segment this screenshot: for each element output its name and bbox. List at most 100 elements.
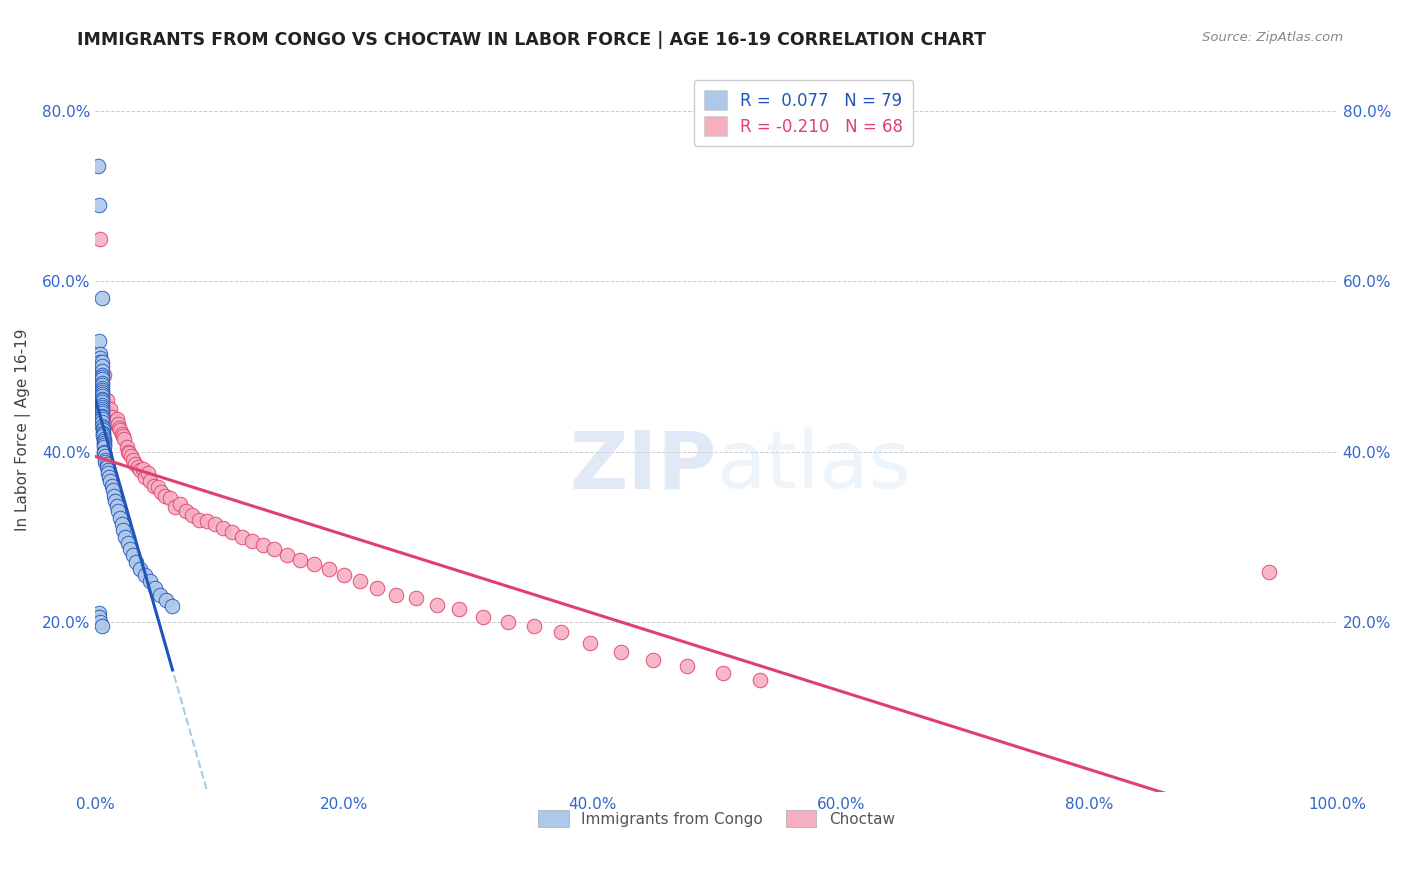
Point: [405, 591, 427, 605]
Point: [121, 453, 143, 467]
Point: [136, 466, 159, 480]
Point: [90, 291, 112, 305]
Point: [104, 415, 127, 429]
Point: [153, 489, 176, 503]
Point: [89, 346, 111, 360]
Point: [100, 475, 122, 489]
Point: [94, 449, 117, 463]
Point: [90, 376, 112, 391]
Text: Source: ZipAtlas.com: Source: ZipAtlas.com: [1202, 31, 1343, 45]
Point: [333, 568, 356, 582]
Point: [90, 368, 112, 382]
Point: [139, 475, 162, 489]
Point: [91, 425, 114, 440]
Point: [204, 516, 226, 531]
Point: [139, 574, 162, 588]
Point: [252, 538, 274, 552]
Text: IMMIGRANTS FROM CONGO VS CHOCTAW IN LABOR FORCE | AGE 16-19 CORRELATION CHART: IMMIGRANTS FROM CONGO VS CHOCTAW IN LABO…: [77, 31, 987, 49]
Point: [103, 489, 125, 503]
Point: [195, 514, 218, 528]
Point: [107, 417, 129, 432]
Point: [124, 457, 146, 471]
Point: [101, 415, 124, 429]
Point: [90, 409, 112, 423]
Point: [110, 511, 132, 525]
Point: [100, 401, 122, 416]
Point: [108, 420, 131, 434]
Point: [94, 455, 117, 469]
Point: [523, 619, 546, 633]
Point: [90, 393, 112, 408]
Point: [114, 530, 136, 544]
Point: [131, 461, 153, 475]
Point: [89, 355, 111, 369]
Point: [90, 372, 112, 386]
Point: [212, 521, 235, 535]
Point: [290, 553, 312, 567]
Point: [93, 444, 115, 458]
Point: [93, 446, 115, 460]
Point: [146, 480, 169, 494]
Point: [93, 440, 115, 454]
Point: [121, 549, 143, 563]
Point: [149, 587, 172, 601]
Point: [89, 606, 111, 620]
Point: [90, 410, 112, 425]
Point: [550, 624, 572, 639]
Point: [302, 557, 325, 571]
Point: [231, 530, 253, 544]
Point: [89, 232, 111, 246]
Point: [155, 593, 177, 607]
Point: [240, 533, 263, 548]
Point: [134, 568, 156, 582]
Point: [711, 665, 734, 680]
Point: [93, 438, 115, 452]
Point: [221, 525, 243, 540]
Point: [97, 406, 120, 420]
Point: [174, 504, 197, 518]
Point: [90, 383, 112, 397]
Point: [90, 403, 112, 417]
Point: [93, 432, 115, 446]
Point: [91, 423, 114, 437]
Point: [90, 401, 112, 416]
Point: [89, 197, 111, 211]
Point: [89, 610, 111, 624]
Point: [110, 423, 132, 437]
Point: [349, 574, 371, 588]
Point: [93, 436, 115, 450]
Point: [115, 440, 138, 454]
Point: [579, 636, 602, 650]
Point: [90, 389, 112, 403]
Point: [496, 615, 519, 629]
Point: [90, 355, 112, 369]
Point: [97, 466, 120, 480]
Text: atlas: atlas: [717, 427, 911, 506]
Point: [110, 516, 132, 531]
Point: [90, 415, 112, 429]
Point: [87, 160, 110, 174]
Point: [169, 497, 191, 511]
Point: [89, 334, 111, 348]
Point: [105, 412, 128, 426]
Point: [90, 406, 112, 420]
Point: [90, 395, 112, 409]
Point: [90, 381, 112, 395]
Point: [105, 499, 128, 513]
Point: [125, 555, 148, 569]
Point: [749, 673, 772, 687]
Point: [449, 602, 471, 616]
Point: [91, 429, 114, 443]
Point: [103, 415, 125, 429]
Point: [101, 483, 124, 497]
Point: [97, 463, 120, 477]
Point: [91, 427, 114, 442]
Point: [610, 644, 633, 658]
Point: [181, 508, 204, 523]
Point: [163, 500, 186, 514]
Point: [121, 449, 143, 463]
Point: [426, 598, 449, 612]
Point: [90, 392, 112, 406]
Point: [94, 453, 117, 467]
Point: [111, 429, 134, 443]
